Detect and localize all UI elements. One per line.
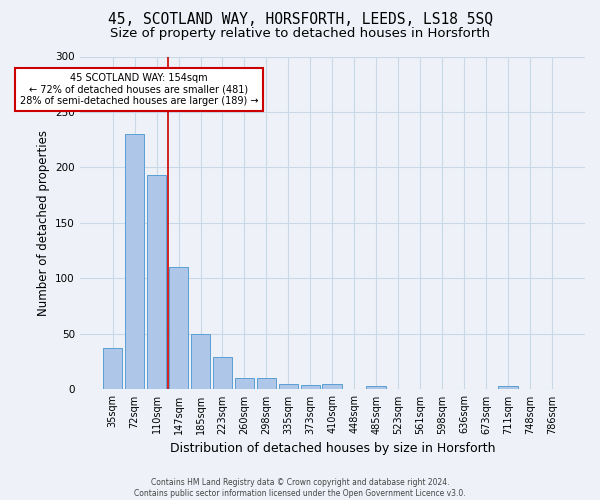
Text: Contains HM Land Registry data © Crown copyright and database right 2024.
Contai: Contains HM Land Registry data © Crown c… xyxy=(134,478,466,498)
Bar xyxy=(235,378,254,390)
Y-axis label: Number of detached properties: Number of detached properties xyxy=(37,130,50,316)
Text: Size of property relative to detached houses in Horsforth: Size of property relative to detached ho… xyxy=(110,28,490,40)
Bar xyxy=(146,175,166,390)
Bar xyxy=(212,357,232,390)
Bar xyxy=(498,386,518,390)
Bar xyxy=(257,378,277,390)
Text: 45 SCOTLAND WAY: 154sqm
← 72% of detached houses are smaller (481)
28% of semi-d: 45 SCOTLAND WAY: 154sqm ← 72% of detache… xyxy=(20,73,258,106)
X-axis label: Distribution of detached houses by size in Horsforth: Distribution of detached houses by size … xyxy=(170,442,495,455)
Bar xyxy=(301,385,320,390)
Text: 45, SCOTLAND WAY, HORSFORTH, LEEDS, LS18 5SQ: 45, SCOTLAND WAY, HORSFORTH, LEEDS, LS18… xyxy=(107,12,493,28)
Bar xyxy=(367,386,386,390)
Bar xyxy=(278,384,298,390)
Bar xyxy=(103,348,122,390)
Bar xyxy=(125,134,145,390)
Bar xyxy=(169,268,188,390)
Bar xyxy=(322,384,342,390)
Bar xyxy=(191,334,211,390)
